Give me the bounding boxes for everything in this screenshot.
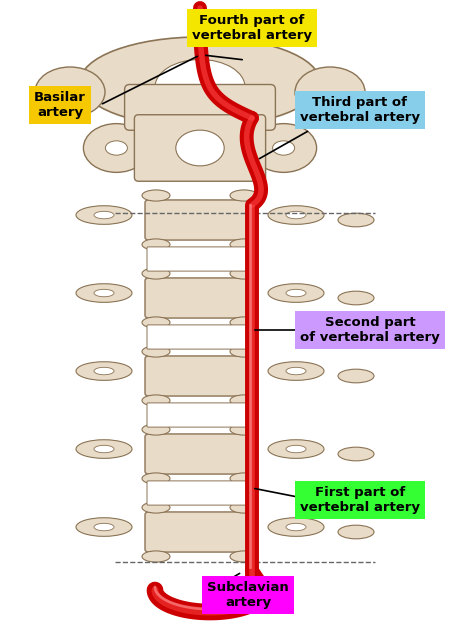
Ellipse shape: [76, 284, 132, 303]
Ellipse shape: [230, 395, 258, 406]
FancyBboxPatch shape: [145, 512, 255, 552]
FancyBboxPatch shape: [145, 434, 255, 474]
Ellipse shape: [338, 213, 374, 227]
Ellipse shape: [155, 60, 245, 114]
Ellipse shape: [176, 130, 224, 166]
FancyBboxPatch shape: [147, 247, 253, 271]
Ellipse shape: [94, 289, 114, 297]
Ellipse shape: [268, 284, 324, 303]
Ellipse shape: [230, 502, 258, 513]
Ellipse shape: [268, 518, 324, 537]
Ellipse shape: [230, 268, 258, 279]
Text: Second part
of vertebral artery: Second part of vertebral artery: [300, 316, 440, 344]
Ellipse shape: [251, 124, 317, 172]
Ellipse shape: [273, 141, 295, 155]
FancyBboxPatch shape: [145, 278, 255, 318]
Ellipse shape: [230, 317, 258, 328]
Ellipse shape: [142, 424, 170, 435]
Ellipse shape: [286, 211, 306, 219]
Ellipse shape: [142, 551, 170, 562]
FancyBboxPatch shape: [147, 403, 253, 427]
FancyBboxPatch shape: [145, 200, 255, 240]
Ellipse shape: [338, 369, 374, 383]
Ellipse shape: [142, 473, 170, 484]
Ellipse shape: [268, 440, 324, 459]
Ellipse shape: [105, 141, 128, 155]
Ellipse shape: [94, 211, 114, 219]
Text: Subclavian
artery: Subclavian artery: [207, 581, 289, 609]
Ellipse shape: [286, 367, 306, 375]
Ellipse shape: [230, 473, 258, 484]
Ellipse shape: [142, 346, 170, 357]
Ellipse shape: [142, 502, 170, 513]
Ellipse shape: [286, 445, 306, 453]
Ellipse shape: [230, 190, 258, 201]
Text: Basilar
artery: Basilar artery: [34, 91, 86, 119]
Ellipse shape: [286, 523, 306, 531]
Text: Fourth part of
vertebral artery: Fourth part of vertebral artery: [192, 14, 312, 42]
FancyBboxPatch shape: [147, 325, 253, 349]
Ellipse shape: [295, 67, 365, 117]
Ellipse shape: [76, 206, 132, 225]
Ellipse shape: [338, 291, 374, 305]
FancyBboxPatch shape: [135, 114, 265, 181]
Ellipse shape: [76, 362, 132, 381]
Ellipse shape: [142, 395, 170, 406]
Ellipse shape: [230, 239, 258, 250]
Ellipse shape: [76, 518, 132, 537]
Ellipse shape: [94, 445, 114, 453]
FancyBboxPatch shape: [145, 356, 255, 396]
Ellipse shape: [268, 206, 324, 225]
Ellipse shape: [83, 124, 149, 172]
Ellipse shape: [338, 525, 374, 539]
Ellipse shape: [338, 447, 374, 461]
Ellipse shape: [80, 37, 320, 127]
Ellipse shape: [142, 268, 170, 279]
Text: First part of
vertebral artery: First part of vertebral artery: [300, 486, 420, 514]
FancyBboxPatch shape: [147, 481, 253, 505]
FancyBboxPatch shape: [125, 84, 275, 130]
Ellipse shape: [94, 367, 114, 375]
Ellipse shape: [142, 239, 170, 250]
Ellipse shape: [76, 440, 132, 459]
Ellipse shape: [35, 67, 105, 117]
Text: Third part of
vertebral artery: Third part of vertebral artery: [300, 96, 420, 124]
Ellipse shape: [142, 317, 170, 328]
Ellipse shape: [230, 346, 258, 357]
Ellipse shape: [230, 424, 258, 435]
Ellipse shape: [230, 551, 258, 562]
Ellipse shape: [268, 362, 324, 381]
Ellipse shape: [94, 523, 114, 531]
Ellipse shape: [286, 289, 306, 297]
Ellipse shape: [142, 190, 170, 201]
